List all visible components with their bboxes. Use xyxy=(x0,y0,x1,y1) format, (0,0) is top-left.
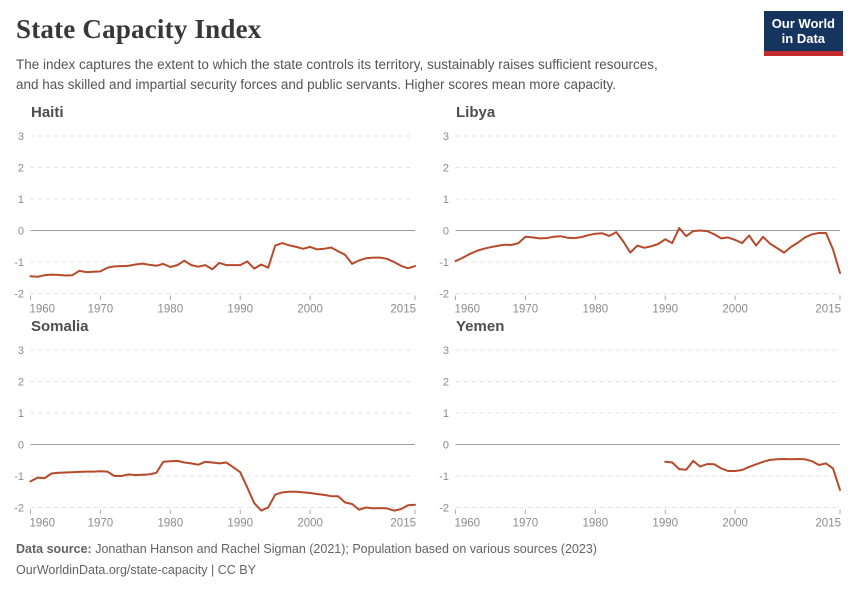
owid-logo: Our World in Data xyxy=(763,11,843,56)
svg-text:3: 3 xyxy=(18,345,24,357)
chart-footer: Data source: Jonathan Hanson and Rachel … xyxy=(0,530,850,577)
svg-text:-1: -1 xyxy=(439,257,449,269)
page-title: State Capacity Index xyxy=(16,14,262,44)
svg-text:3: 3 xyxy=(443,345,449,357)
chart-panel-libya: Libya 3 2 1 0 -1 -2 1960 1970 1980 1990 2000 2015 xyxy=(425,104,850,316)
svg-text:1960: 1960 xyxy=(455,303,481,315)
svg-text:-2: -2 xyxy=(439,502,449,514)
svg-text:2: 2 xyxy=(443,376,449,388)
svg-text:-2: -2 xyxy=(439,288,449,300)
chart-subtitle: The index captures the extent to which t… xyxy=(16,55,834,96)
subtitle-line-2: and has skilled and impartial security f… xyxy=(16,77,617,93)
subtitle-line-1: The index captures the extent to which t… xyxy=(16,57,658,72)
svg-text:2000: 2000 xyxy=(722,517,748,529)
chart-header: State Capacity Index Our World in Data T… xyxy=(0,0,850,96)
svg-text:-1: -1 xyxy=(14,471,24,483)
svg-text:1960: 1960 xyxy=(30,303,56,315)
svg-text:1980: 1980 xyxy=(158,517,184,529)
panel-title-somalia: Somalia xyxy=(31,317,89,335)
svg-text:2015: 2015 xyxy=(390,303,416,315)
panel-title-yemen: Yemen xyxy=(456,317,505,335)
svg-text:2000: 2000 xyxy=(297,517,323,529)
svg-text:1960: 1960 xyxy=(30,517,56,529)
svg-text:3: 3 xyxy=(18,131,24,143)
svg-text:1970: 1970 xyxy=(513,517,539,529)
svg-text:2000: 2000 xyxy=(722,303,748,315)
chart-panel-yemen: Yemen 3 2 1 0 -1 -2 1960 1970 1980 1990 2000 2015 xyxy=(425,318,850,530)
svg-text:1990: 1990 xyxy=(227,303,253,315)
svg-text:1980: 1980 xyxy=(158,303,184,315)
svg-text:1970: 1970 xyxy=(513,303,539,315)
footer-source-label: Data source: xyxy=(16,541,92,556)
svg-text:2015: 2015 xyxy=(815,303,841,315)
svg-text:1970: 1970 xyxy=(88,303,114,315)
svg-text:1970: 1970 xyxy=(88,517,114,529)
svg-text:1990: 1990 xyxy=(652,303,678,315)
svg-text:2: 2 xyxy=(18,162,24,174)
chart-panel-haiti: Haiti 3 2 1 0 -1 -2 1960 1970 1980 1990 2000 2015 xyxy=(0,104,425,316)
svg-text:3: 3 xyxy=(443,131,449,143)
footer-source: Data source: Jonathan Hanson and Rachel … xyxy=(16,542,834,556)
panel-title-libya: Libya xyxy=(456,103,496,121)
svg-text:1990: 1990 xyxy=(227,517,253,529)
svg-text:0: 0 xyxy=(443,439,449,451)
svg-text:2: 2 xyxy=(18,376,24,388)
charts-grid: Haiti 3 2 1 0 -1 -2 1960 1970 1980 1990 2000 2015 L… xyxy=(0,104,850,530)
svg-text:-1: -1 xyxy=(14,257,24,269)
svg-text:2015: 2015 xyxy=(815,517,841,529)
footer-url: OurWorldinData.org/state-capacity | CC B… xyxy=(16,562,256,577)
svg-text:-1: -1 xyxy=(439,471,449,483)
yemen-line-chart: 3 2 1 0 -1 -2 1960 1970 1980 1990 2000 2015 xyxy=(439,345,841,529)
somalia-line-chart: 3 2 1 0 -1 -2 1960 1970 1980 1990 2000 2015 xyxy=(14,345,416,529)
svg-text:1990: 1990 xyxy=(652,517,678,529)
panel-title-haiti: Haiti xyxy=(31,103,64,121)
svg-text:1: 1 xyxy=(443,194,449,206)
svg-text:1: 1 xyxy=(18,408,24,420)
svg-text:0: 0 xyxy=(443,225,449,237)
owid-logo-line1: Our World xyxy=(771,16,835,31)
chart-panel-somalia: Somalia 3 2 1 0 -1 -2 1960 1970 1980 1990 2000 2015 xyxy=(0,318,425,530)
svg-text:0: 0 xyxy=(18,225,24,237)
svg-text:1: 1 xyxy=(18,194,24,206)
libya-line-chart: 3 2 1 0 -1 -2 1960 1970 1980 1990 2000 2015 xyxy=(439,131,841,315)
svg-text:-2: -2 xyxy=(14,288,24,300)
svg-text:2000: 2000 xyxy=(297,303,323,315)
svg-text:-2: -2 xyxy=(14,502,24,514)
svg-text:1960: 1960 xyxy=(455,517,481,529)
owid-logo-line2: in Data xyxy=(781,31,826,47)
svg-text:0: 0 xyxy=(18,439,24,451)
haiti-line-chart: 3 2 1 0 -1 -2 1960 1970 1980 1990 2000 2015 xyxy=(14,131,416,315)
svg-text:1: 1 xyxy=(443,408,449,420)
footer-source-text: Jonathan Hanson and Rachel Sigman (2021)… xyxy=(95,541,597,556)
svg-text:2015: 2015 xyxy=(390,517,416,529)
svg-text:1980: 1980 xyxy=(583,303,609,315)
svg-text:1980: 1980 xyxy=(583,517,609,529)
svg-text:2: 2 xyxy=(443,162,449,174)
